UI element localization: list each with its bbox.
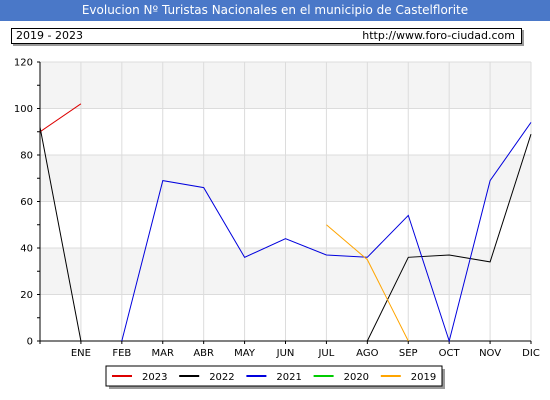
x-tick-label: NOV (479, 348, 501, 359)
x-tick-label: ENE (71, 348, 91, 359)
x-tick-label: MAY (234, 348, 256, 359)
y-tick-label: 20 (20, 290, 33, 301)
period-label: 2019 - 2023 (16, 29, 83, 42)
y-tick-label: 120 (14, 58, 33, 69)
y-tick-label: 40 (20, 244, 33, 255)
source-url: http://www.foro-ciudad.com (362, 29, 515, 42)
x-tick-label: JUL (317, 348, 334, 359)
legend-label-2021: 2021 (276, 372, 301, 383)
x-tick-label: JUN (276, 348, 295, 359)
series-line-2021 (121, 122, 532, 343)
x-tick-label: AGO (356, 348, 378, 359)
x-tick-label: FEB (112, 348, 131, 359)
series-line-2022 (39, 127, 532, 342)
series-line-2023 (39, 103, 82, 133)
y-tick-label: 60 (20, 197, 33, 208)
x-tick-label: SEP (399, 348, 418, 359)
legend-label-2019: 2019 (411, 372, 436, 383)
legend-label-2020: 2020 (344, 372, 369, 383)
legend-box (105, 365, 443, 387)
legend-label-2022: 2022 (209, 372, 234, 383)
x-tick-label: DIC (522, 348, 540, 359)
y-tick-label: 80 (20, 151, 33, 162)
x-tick-label: ABR (193, 348, 214, 359)
series-line-2019 (326, 224, 409, 342)
chart-title: Evolucion Nº Turistas Nacionales en el m… (0, 0, 550, 21)
y-tick-label: 0 (27, 337, 33, 348)
info-bar: 2019 - 2023 http://www.foro-ciudad.com (11, 28, 522, 44)
x-tick-label: OCT (439, 348, 461, 359)
y-tick-label: 100 (14, 104, 33, 115)
x-tick-label: MAR (152, 348, 174, 359)
legend-label-2023: 2023 (142, 372, 167, 383)
